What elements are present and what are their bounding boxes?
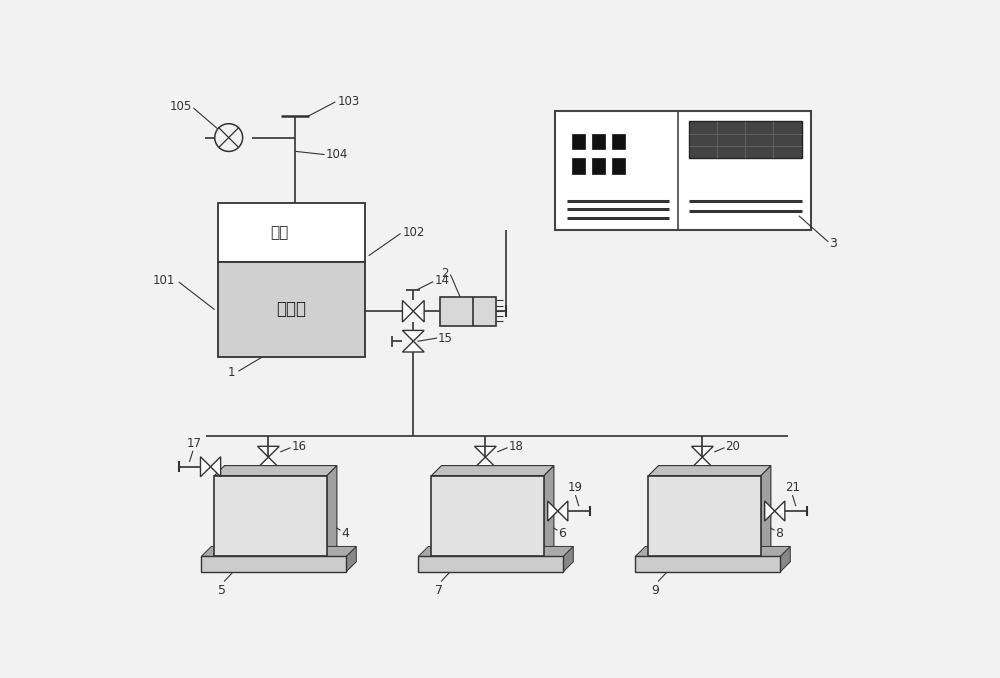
Polygon shape [475,446,496,457]
Bar [201,557,346,572]
Polygon shape [258,446,279,457]
Text: 14: 14 [434,274,449,287]
Text: 105: 105 [169,100,191,113]
Text: 15: 15 [438,332,453,344]
Polygon shape [563,546,573,572]
Text: 104: 104 [326,148,348,161]
Bar [592,134,605,149]
Bar [555,111,811,230]
Text: 4: 4 [342,527,349,540]
Polygon shape [418,546,573,557]
Polygon shape [558,501,568,521]
Polygon shape [548,501,558,521]
Bar [218,203,365,262]
Text: 21: 21 [785,481,800,494]
Polygon shape [402,300,413,322]
Polygon shape [544,466,554,557]
Bar [572,134,585,149]
Polygon shape [431,466,554,475]
Bar [418,557,563,572]
Polygon shape [201,546,356,557]
Bar [635,557,780,572]
Bar [648,475,761,557]
Bar [214,475,327,557]
Polygon shape [692,446,713,457]
Bar [572,159,585,174]
Text: 20: 20 [726,440,740,453]
Text: 3: 3 [829,237,837,250]
Text: 8: 8 [776,527,784,540]
Polygon shape [413,300,424,322]
Text: 17: 17 [187,437,202,450]
Bar [592,159,605,174]
Polygon shape [258,457,279,468]
Text: 7: 7 [435,584,443,597]
Bar [218,262,365,357]
Polygon shape [402,341,424,352]
Text: 1: 1 [228,366,235,379]
Polygon shape [761,466,771,557]
Polygon shape [214,466,337,475]
Polygon shape [402,330,424,341]
Text: 2: 2 [442,267,449,280]
Polygon shape [346,546,356,572]
Text: 103: 103 [337,95,359,108]
Text: 5: 5 [218,584,226,597]
Polygon shape [200,457,211,477]
Bar [612,134,625,149]
Text: 18: 18 [509,440,524,453]
Text: 19: 19 [568,481,583,494]
Polygon shape [211,457,221,477]
Bar [612,159,625,174]
Text: 16: 16 [292,440,307,453]
Bar [440,296,496,326]
Text: 6: 6 [559,527,566,540]
Text: 储油腔: 储油腔 [277,300,307,318]
Polygon shape [648,466,771,475]
Text: 气腔: 气腔 [271,225,289,240]
Text: 101: 101 [153,273,175,287]
Polygon shape [692,457,713,468]
Text: 9: 9 [652,584,659,597]
Text: 102: 102 [402,226,425,239]
Polygon shape [775,501,785,521]
Polygon shape [327,466,337,557]
Bar [689,121,802,159]
Polygon shape [780,546,790,572]
Bar [431,475,544,557]
Polygon shape [635,546,790,557]
Polygon shape [765,501,775,521]
Polygon shape [475,457,496,468]
